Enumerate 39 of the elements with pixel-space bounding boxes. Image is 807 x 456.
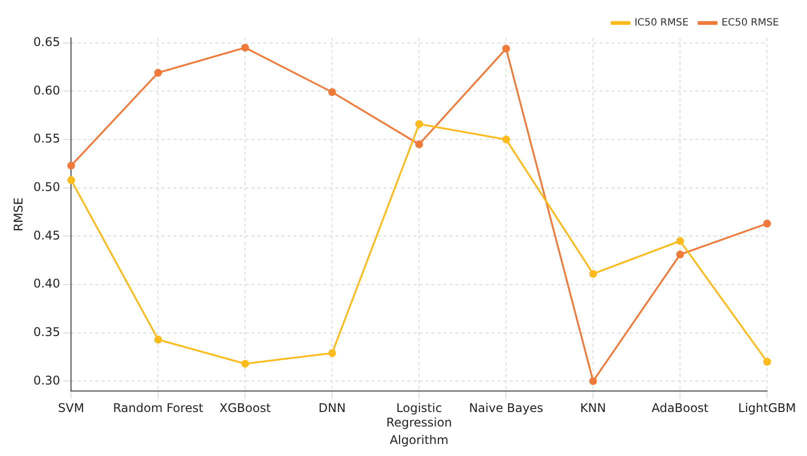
x-axis-title: Algorithm [390, 432, 448, 447]
point [67, 176, 76, 184]
point [241, 44, 250, 52]
x-tick-label: XGBoost [219, 401, 272, 416]
x-tick-label: SVM [58, 401, 84, 416]
point [676, 250, 684, 258]
x-tick-label: Logistic Regression [386, 401, 452, 430]
y-tick-label: 0.40 [33, 276, 60, 291]
y-tick-label: 0.30 [33, 373, 60, 388]
point [502, 44, 510, 53]
point [589, 270, 597, 278]
point [328, 88, 336, 96]
y-tick-label: 0.45 [33, 228, 60, 242]
point [415, 120, 423, 128]
legend-label: IC50 RMSE [634, 18, 689, 29]
point [589, 377, 597, 386]
point [502, 136, 510, 144]
point [676, 237, 684, 245]
x-tick-label: KNN [580, 401, 606, 416]
point [763, 358, 771, 366]
point [67, 162, 76, 170]
legend-label: EC50 RMSE [722, 18, 780, 29]
point [154, 68, 162, 77]
point [241, 360, 250, 368]
y-axis-title: RMSE [11, 197, 26, 232]
point [154, 336, 162, 344]
point [328, 349, 336, 358]
y-tick-label: 0.55 [33, 132, 60, 146]
y-tick-label: 0.65 [33, 34, 60, 49]
point [415, 140, 423, 148]
x-tick-label: LightGBM [738, 401, 796, 416]
y-tick-label: 0.35 [33, 324, 60, 339]
x-tick-label: Random Forest [112, 401, 204, 416]
x-tick-label: AdaBoost [652, 401, 709, 416]
y-tick-label: 0.50 [33, 180, 60, 194]
y-tick-label: 0.60 [33, 83, 60, 98]
x-tick-label: Naive Bayes [468, 401, 544, 416]
x-tick-label: DNN [318, 401, 346, 416]
point [763, 220, 771, 228]
